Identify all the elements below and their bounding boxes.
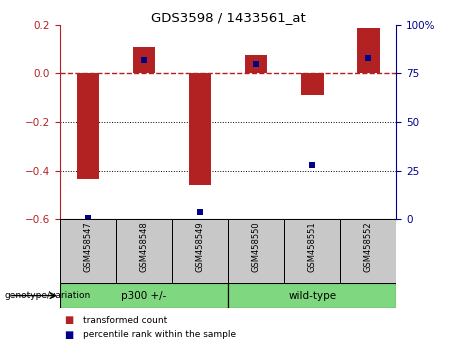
- Bar: [357, 28, 379, 73]
- Text: GSM458551: GSM458551: [308, 221, 317, 272]
- Text: wild-type: wild-type: [288, 291, 337, 301]
- Text: transformed count: transformed count: [83, 316, 167, 325]
- Text: percentile rank within the sample: percentile rank within the sample: [83, 330, 236, 339]
- Bar: [228, 219, 284, 283]
- Bar: [77, 73, 99, 179]
- Text: GSM458552: GSM458552: [364, 221, 373, 272]
- Bar: [60, 283, 228, 308]
- Text: ■: ■: [65, 330, 74, 339]
- Text: ■: ■: [65, 315, 74, 325]
- Title: GDS3598 / 1433561_at: GDS3598 / 1433561_at: [151, 11, 306, 24]
- Text: GSM458549: GSM458549: [195, 221, 205, 272]
- Text: GSM458550: GSM458550: [252, 221, 261, 272]
- Bar: [340, 219, 396, 283]
- Text: GSM458548: GSM458548: [140, 221, 148, 272]
- Bar: [189, 73, 211, 185]
- Text: genotype/variation: genotype/variation: [5, 291, 91, 300]
- Bar: [172, 219, 228, 283]
- Bar: [133, 47, 155, 73]
- Bar: [284, 219, 340, 283]
- Bar: [245, 55, 267, 73]
- Bar: [228, 283, 396, 308]
- Bar: [116, 219, 172, 283]
- Text: GSM458547: GSM458547: [83, 221, 93, 272]
- Bar: [301, 73, 324, 95]
- Bar: [60, 219, 116, 283]
- Text: p300 +/-: p300 +/-: [121, 291, 167, 301]
